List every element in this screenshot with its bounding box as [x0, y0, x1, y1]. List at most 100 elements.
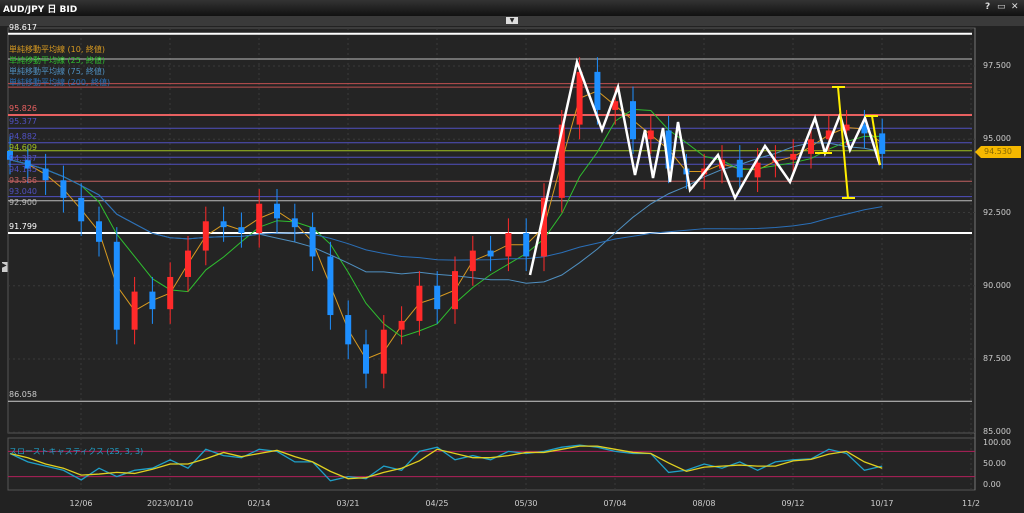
candle-body [238, 227, 245, 234]
candle-body [24, 159, 31, 169]
x-tick-label: 02/14 [247, 499, 271, 508]
plot-area [7, 27, 976, 434]
toolbar-toggle-icon[interactable]: ▼ [506, 17, 518, 24]
x-tick-label: 05/30 [514, 499, 538, 508]
stochastics-d-line [9, 445, 883, 480]
candle-body [505, 233, 512, 257]
candle-body [861, 124, 868, 134]
candle-body [754, 162, 761, 178]
candle-body [42, 168, 49, 181]
maximize-button[interactable]: ▭ [997, 2, 1006, 12]
candle-body [576, 71, 583, 125]
candle-body [647, 130, 654, 140]
x-tick-label: 03/21 [336, 499, 360, 508]
candle-body [380, 329, 387, 374]
candle-body [452, 271, 458, 310]
candle-body [630, 101, 636, 140]
level-label: 94.387 [9, 153, 37, 163]
level-label: 94.609 [9, 142, 37, 152]
level-label: 94.882 [9, 131, 37, 141]
candle-body [327, 256, 334, 316]
moving-average-line [9, 159, 883, 261]
legend-item[interactable]: 単純移動平均線 (200, 終値) [9, 78, 111, 87]
candle-body [469, 250, 476, 272]
window-title: AUD/JPY 日 BID [3, 5, 78, 15]
level-label: 93.566 [9, 175, 37, 185]
help-button[interactable]: ? [985, 2, 991, 12]
close-button[interactable]: ✕ [1011, 2, 1019, 12]
candle-body [558, 124, 565, 198]
candle-body [594, 71, 601, 110]
yellow-range-drawing [832, 86, 855, 199]
level-label: 93.040 [9, 186, 37, 196]
candle-body [345, 315, 352, 345]
level-label: 92.900 [9, 197, 37, 207]
candle-body [825, 130, 832, 140]
x-tick-label: 07/04 [603, 499, 627, 508]
zigzag-drawing [528, 57, 882, 276]
x-tick-label: 11/2 [962, 499, 980, 508]
candle-body [416, 285, 423, 321]
candle-body [434, 285, 441, 310]
title-bar: AUD/JPY 日 BID ? ▭ ✕ [0, 0, 1024, 16]
stochastics-k-line [9, 444, 883, 482]
y-tick-label: 90.000 [983, 280, 1011, 290]
stochastics-tick-label: 50.00 [983, 459, 1006, 468]
candle-body [291, 218, 298, 228]
stochastics-label: スローストキャスティクス (25, 3, 3) [9, 447, 144, 456]
legend-item[interactable]: 単純移動平均線 (25, 終値) [9, 56, 106, 65]
yellow-range-drawing [865, 115, 881, 166]
candle-body [78, 197, 85, 222]
stochastics-tick-label: 100.00 [983, 438, 1011, 447]
candle-body [113, 241, 120, 330]
candle-body [131, 291, 138, 330]
y-tick-label: 92.500 [983, 207, 1011, 217]
level-label: 95.826 [9, 104, 37, 114]
candle-body [879, 133, 886, 154]
candle-body [274, 203, 280, 219]
candle-body [309, 227, 316, 257]
indicator-legend: 単純移動平均線 (10, 終値) 単純移動平均線 (25, 終値) 単純移動平均線 … [9, 44, 110, 88]
candle-body [523, 233, 530, 257]
candle-body [202, 221, 209, 251]
level-label: 86.058 [9, 390, 37, 400]
candle-body [612, 101, 619, 110]
stochastics-panel [7, 437, 976, 491]
candle-body [167, 276, 174, 310]
x-tick-label: 2023/01/10 [146, 499, 194, 508]
level-label: 95.377 [9, 117, 37, 127]
candle-body [541, 197, 547, 257]
candle-body [790, 153, 797, 160]
candle-body [149, 291, 156, 310]
y-tick-label: 87.500 [983, 354, 1011, 363]
y-tick-label: 97.500 [983, 61, 1011, 70]
y-tick-label: 95.000 [983, 134, 1011, 144]
candle-body [736, 159, 743, 178]
level-label: 94.145 [9, 164, 37, 174]
candle-body [256, 203, 263, 234]
candle-body [185, 250, 191, 277]
candle-body [843, 124, 850, 131]
stochastics-tick-label: 0.00 [983, 480, 1001, 489]
x-tick-label: 04/25 [425, 499, 449, 508]
current-price-tag: 94.530 [975, 146, 1021, 158]
candle-body [7, 150, 13, 160]
x-tick-label: 08/08 [692, 499, 716, 508]
y-tick-label: 85.000 [983, 427, 1011, 437]
level-label: 91.799 [9, 222, 37, 232]
legend-item[interactable]: 単純移動平均線 (75, 終値) [9, 67, 106, 76]
candle-body [808, 139, 814, 154]
candle-body [363, 344, 369, 374]
candle-body [398, 320, 405, 330]
candle-body [60, 180, 67, 198]
side-panel-toggle-icon[interactable]: ▶ [2, 262, 8, 272]
level-label: 98.617 [9, 22, 37, 32]
candle-body [96, 221, 102, 242]
candle-body [665, 130, 672, 169]
x-tick-label: 09/12 [781, 499, 805, 508]
toolbar-strip: ▼ [0, 16, 1024, 26]
candle-body [220, 221, 227, 228]
x-tick-label: 12/06 [69, 499, 93, 508]
legend-item[interactable]: 単純移動平均線 (10, 終値) [9, 45, 106, 54]
